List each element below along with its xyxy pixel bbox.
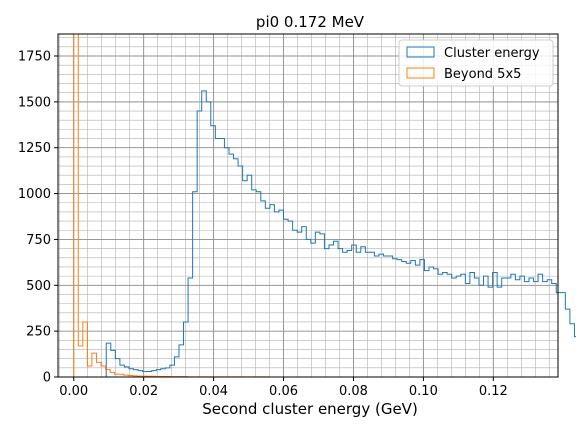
y-tick-label: 0 bbox=[43, 371, 51, 386]
series-1-histogram-step bbox=[105, 90, 576, 377]
chart-title: pi0 0.172 MeV bbox=[256, 13, 365, 31]
legend-swatch-1 bbox=[406, 46, 435, 58]
legend-label-2: Beyond 5x5 bbox=[444, 67, 521, 82]
y-tick-label: 1500 bbox=[18, 95, 51, 110]
x-tick-label: 0.12 bbox=[479, 384, 508, 399]
plot-area: 0.00 0.02 0.04 0.06 0.08 0.10 0.12 0 250 500 750 10… bbox=[18, 33, 576, 399]
y-tick-label: 1750 bbox=[18, 50, 51, 65]
x-axis-title: Second cluster energy (GeV) bbox=[202, 400, 418, 418]
x-tick-label: 0.00 bbox=[59, 384, 88, 399]
x-tick-label: 0.06 bbox=[269, 384, 298, 399]
y-tick-label: 1000 bbox=[18, 187, 51, 202]
legend-swatch-2 bbox=[406, 67, 435, 79]
x-tick-label: 0.10 bbox=[409, 384, 438, 399]
x-tick-label: 0.04 bbox=[199, 384, 228, 399]
x-tick-label: 0.02 bbox=[129, 384, 158, 399]
legend: Cluster energy Beyond 5x5 bbox=[398, 39, 554, 87]
y-tick-label: 750 bbox=[26, 233, 51, 248]
legend-label-1: Cluster energy bbox=[444, 46, 540, 61]
y-tick-label: 500 bbox=[26, 279, 51, 294]
x-tick-label: 0.08 bbox=[339, 384, 368, 399]
y-tick-label: 1250 bbox=[18, 141, 51, 156]
y-tick-label: 250 bbox=[26, 325, 51, 340]
axes-frame bbox=[57, 33, 559, 378]
legend-box bbox=[398, 39, 554, 87]
